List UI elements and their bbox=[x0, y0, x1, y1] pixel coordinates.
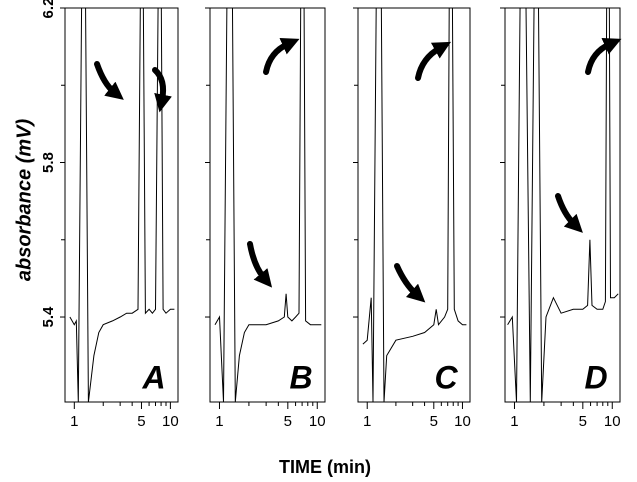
x-tick-label: 5 bbox=[137, 413, 145, 430]
x-tick-label: 10 bbox=[604, 413, 621, 430]
x-tick-label: 5 bbox=[284, 413, 292, 430]
arrow bbox=[585, 37, 622, 75]
trace bbox=[214, 8, 322, 402]
panel-frame bbox=[504, 7, 621, 403]
x-axis-label: TIME (min) bbox=[279, 457, 371, 477]
x-tick-label: 1 bbox=[70, 413, 78, 430]
arrow bbox=[247, 241, 273, 288]
arrow bbox=[263, 37, 300, 75]
y-tick-label: 5.4 bbox=[40, 306, 57, 328]
panel-label: C bbox=[434, 359, 458, 395]
panel-label: D bbox=[584, 359, 607, 395]
y-tick-label: 5.8 bbox=[40, 152, 57, 173]
x-tick-label: 1 bbox=[215, 413, 223, 430]
trace bbox=[362, 8, 467, 402]
trace bbox=[69, 8, 175, 402]
arrow bbox=[394, 263, 426, 303]
x-tick-label: 10 bbox=[454, 413, 471, 430]
panel-label: B bbox=[289, 359, 312, 395]
y-axis-label: absorbance (mV) bbox=[13, 119, 35, 282]
arrows bbox=[94, 37, 622, 303]
x-tick-label: 5 bbox=[579, 413, 587, 430]
y-tick-label: 6.2 bbox=[40, 0, 57, 18]
arrow bbox=[415, 41, 452, 81]
panel-frame bbox=[357, 7, 471, 403]
arrow bbox=[94, 61, 124, 100]
x-tick-label: 1 bbox=[363, 413, 371, 430]
x-tick-label: 10 bbox=[309, 413, 326, 430]
trace bbox=[507, 8, 619, 402]
x-tick-label: 5 bbox=[430, 413, 438, 430]
panel-frame bbox=[64, 7, 179, 403]
x-tick-label: 10 bbox=[162, 413, 179, 430]
panel-frame bbox=[209, 7, 326, 403]
panel-label: A bbox=[141, 359, 165, 395]
arrow bbox=[555, 193, 583, 233]
x-tick-label: 1 bbox=[510, 413, 518, 430]
